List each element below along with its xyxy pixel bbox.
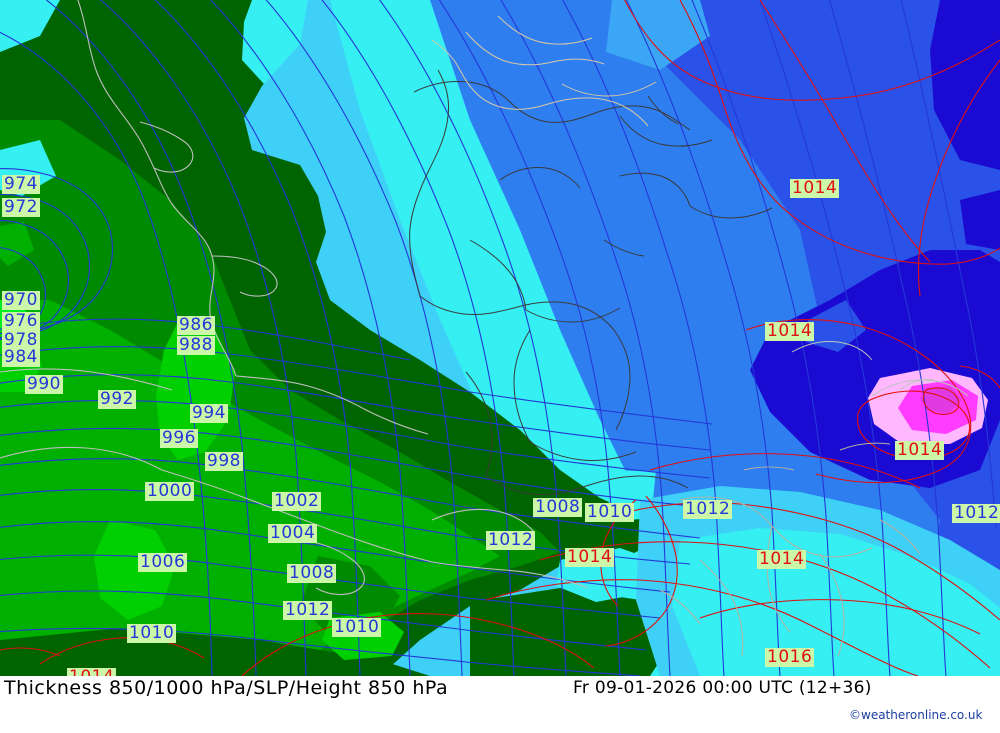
pressure-label: 1014 <box>790 178 840 198</box>
pressure-label: 994 <box>190 403 228 423</box>
pressure-label: 976 <box>2 311 40 331</box>
pressure-label: 1010 <box>332 617 382 637</box>
pressure-label: 992 <box>98 389 136 409</box>
pressure-label: 984 <box>2 347 40 367</box>
pressure-label: 1008 <box>533 497 583 517</box>
chart-footer: Thickness 850/1000 hPa/SLP/Height 850 hP… <box>0 676 1000 733</box>
pressure-label: 1002 <box>272 491 322 511</box>
pressure-label: 986 <box>177 315 215 335</box>
map-canvas <box>0 0 1000 676</box>
pressure-label: 1012 <box>952 503 1000 523</box>
southeast-border-layer <box>659 442 921 657</box>
border-layer <box>409 69 773 495</box>
pressure-label: 1000 <box>145 481 195 501</box>
pressure-label: 1014 <box>565 547 615 567</box>
pressure-label: 1010 <box>585 502 635 522</box>
height-contour-lines <box>0 0 1000 676</box>
pressure-label: 1012 <box>486 530 536 550</box>
pressure-label: 1012 <box>283 600 333 620</box>
copyright-notice: ©weatheronline.co.uk <box>849 708 983 722</box>
pressure-label: 1014 <box>757 549 807 569</box>
pressure-label: 998 <box>205 451 243 471</box>
pressure-label: 1016 <box>765 647 815 667</box>
chart-title: Thickness 850/1000 hPa/SLP/Height 850 hP… <box>4 677 449 699</box>
pressure-label: 1014 <box>895 440 945 460</box>
pressure-label: 1008 <box>287 563 337 583</box>
pressure-label: 1014 <box>765 321 815 341</box>
pressure-label: 1006 <box>138 552 188 572</box>
chart-datetime: Fr 09-01-2026 00:00 UTC (12+36) <box>573 678 872 698</box>
pressure-label: 970 <box>2 290 40 310</box>
pressure-label: 1012 <box>683 499 733 519</box>
weather-map[interactable]: 974 972 970 976 978 984 986 988 990 992 994 996 998 1… <box>0 0 1000 676</box>
pressure-label: 1010 <box>127 623 177 643</box>
pressure-label: 988 <box>177 335 215 355</box>
coastline-layer <box>0 0 589 596</box>
pressure-label: 990 <box>25 374 63 394</box>
northern-border-layer <box>431 15 657 127</box>
pressure-label: 972 <box>2 197 40 217</box>
pressure-label: 1004 <box>268 523 318 543</box>
pressure-label: 1014 <box>67 668 117 676</box>
thickness-shading <box>0 0 1000 676</box>
pressure-label: 996 <box>160 428 198 448</box>
pressure-label: 974 <box>2 174 40 194</box>
pressure-label: 978 <box>2 330 40 350</box>
